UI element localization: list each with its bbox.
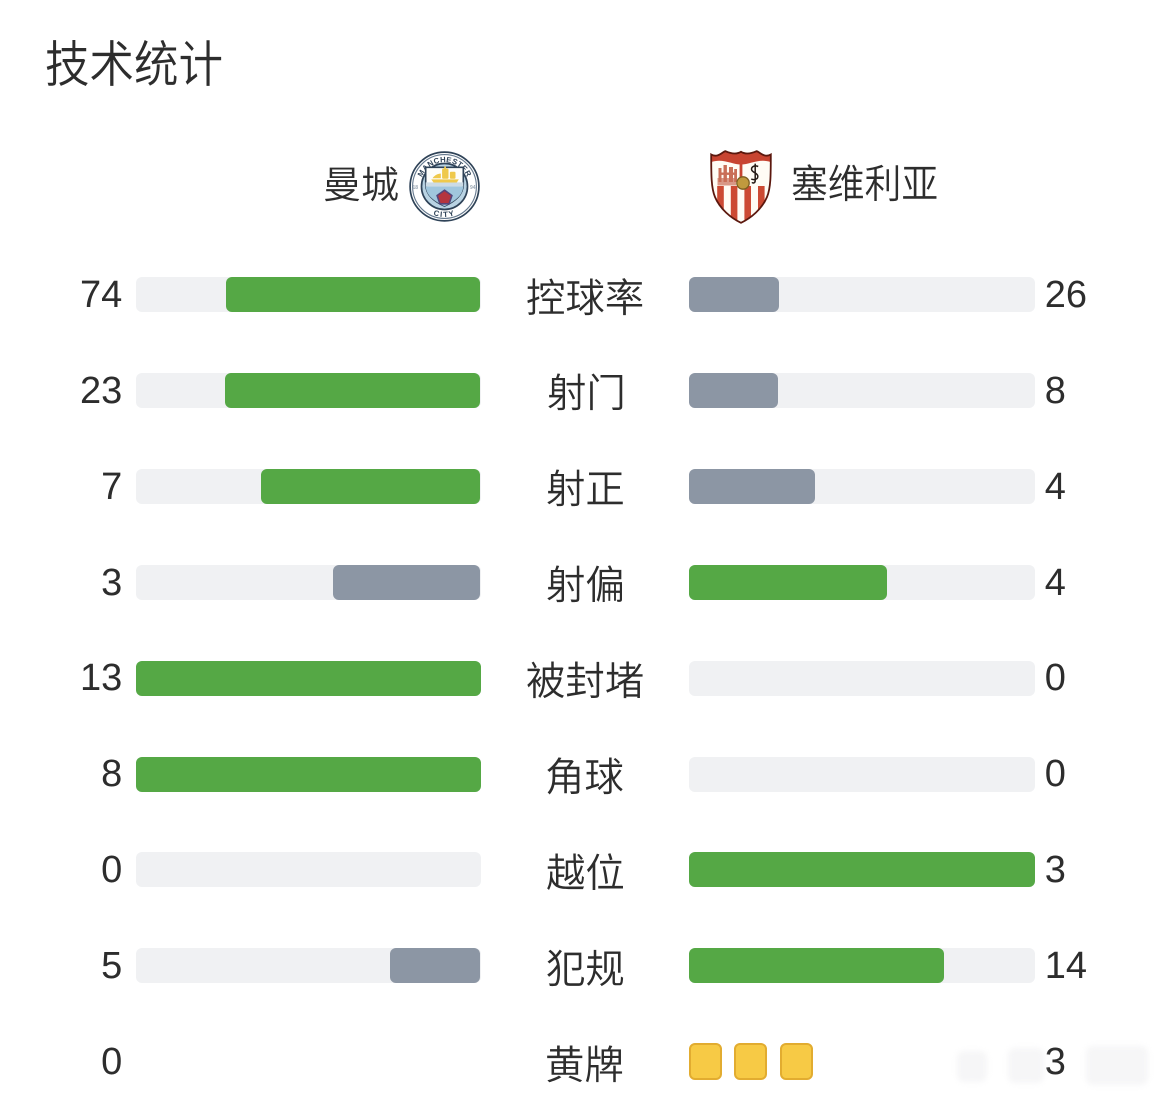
svg-text:18: 18 <box>413 185 419 191</box>
svg-text:CITY: CITY <box>433 208 457 219</box>
svg-text:94: 94 <box>470 185 476 191</box>
